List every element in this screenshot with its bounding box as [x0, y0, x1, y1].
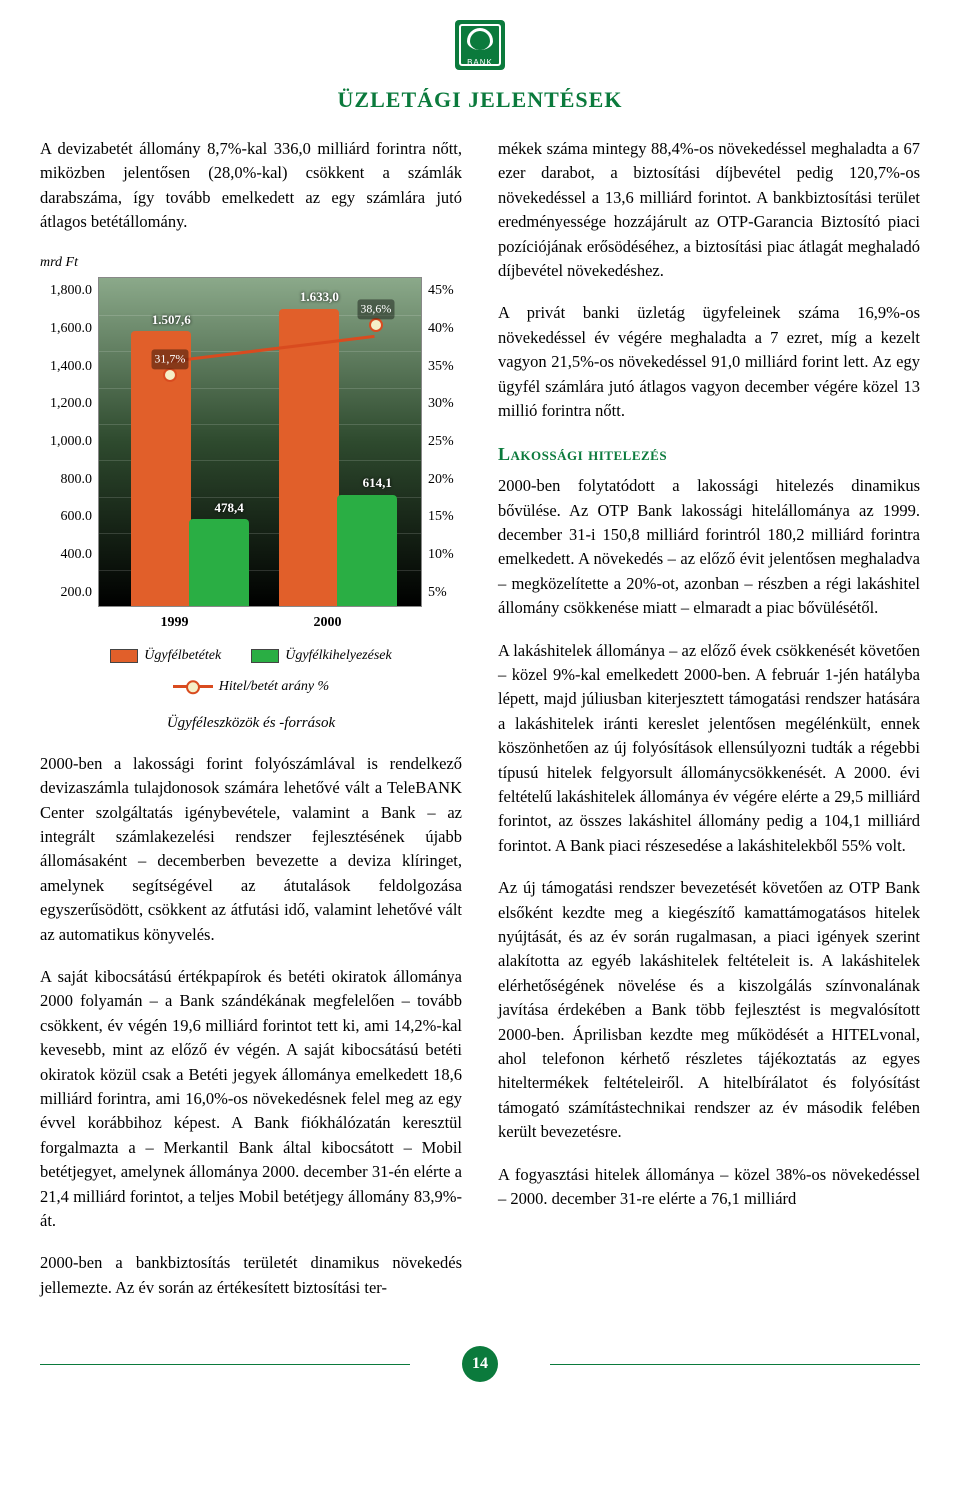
legend-item-loans: Ügyfélkihelyezések	[251, 646, 392, 667]
legend-item-ratio: Hitel/betét arány %	[173, 677, 329, 698]
chart-frame: 1,800.0 1,600.0 1,400.0 1,200.0 1,000.0 …	[40, 277, 462, 607]
swatch-icon	[110, 649, 138, 663]
y-tick: 45%	[428, 281, 462, 302]
right-column: mékek száma mintegy 88,4%-os növekedésse…	[498, 137, 920, 1318]
chart-legend: Ügyfélbetétek Ügyfélkihelyezések Hitel/b…	[40, 646, 462, 697]
chart-y-right-axis: 45% 40% 35% 30% 25% 20% 15% 10% 5%	[422, 277, 462, 607]
line-swatch-icon	[173, 685, 213, 688]
page-number: 14	[462, 1346, 498, 1382]
paragraph: A privát banki üzletág ügyfeleinek száma…	[498, 301, 920, 423]
y-tick: 1,200.0	[40, 394, 92, 415]
chart-bar-deposits-2000	[279, 309, 339, 606]
legend-item-deposits: Ügyfélbetétek	[110, 646, 221, 667]
paragraph: 2000-ben a lakossági forint folyószámláv…	[40, 752, 462, 947]
y-tick: 40%	[428, 319, 462, 340]
chart-bar-loans-1999	[189, 519, 249, 606]
paragraph: A devizabetét állomány 8,7%-kal 336,0 mi…	[40, 137, 462, 235]
chart-ratio-point-2000	[369, 318, 383, 332]
y-tick: 1,800.0	[40, 281, 92, 302]
bar-label: 614,1	[337, 473, 417, 492]
paragraph: A saját kibocsátású értékpapírok és beté…	[40, 965, 462, 1233]
subheading-lakossagi: Lakossági hitelezés	[498, 441, 920, 468]
legend-label: Ügyfélbetétek	[144, 648, 221, 663]
y-tick: 200.0	[40, 583, 92, 604]
page-footer: 14	[40, 1346, 920, 1382]
chart-caption: Ügyféleszközök és -források	[40, 712, 462, 734]
paragraph: A lakáshitelek állománya – az előző évek…	[498, 639, 920, 859]
y-tick: 600.0	[40, 507, 92, 528]
section-title: ÜZLETÁGI JELENTÉSEK	[40, 87, 920, 113]
ratio-label: 38,6%	[357, 299, 394, 319]
chart-ratio-point-1999	[163, 368, 177, 382]
chart-y-left-axis: 1,800.0 1,600.0 1,400.0 1,200.0 1,000.0 …	[40, 277, 98, 607]
y-tick: 800.0	[40, 470, 92, 491]
left-column: A devizabetét állomány 8,7%-kal 336,0 mi…	[40, 137, 462, 1318]
chart-plot-area: 1.507,6 478,4 1.633,0 614,1 31,7%	[98, 277, 422, 607]
brand-logo: BANK	[40, 20, 920, 75]
y-tick: 35%	[428, 357, 462, 378]
chart-ratio-line	[170, 335, 375, 363]
y-tick: 1,400.0	[40, 357, 92, 378]
paragraph: A fogyasztási hitelek állománya – közel …	[498, 1163, 920, 1212]
y-tick: 10%	[428, 545, 462, 566]
paragraph: 2000-ben folytatódott a lakossági hitele…	[498, 474, 920, 620]
y-tick: 5%	[428, 583, 462, 604]
y-tick: 1,000.0	[40, 432, 92, 453]
swatch-icon	[251, 649, 279, 663]
legend-label: Hitel/betét arány %	[219, 679, 329, 694]
legend-label: Ügyfélkihelyezések	[285, 648, 392, 663]
paragraph: mékek száma mintegy 88,4%-os növekedésse…	[498, 137, 920, 283]
x-tick: 1999	[161, 613, 189, 634]
y-tick: 15%	[428, 507, 462, 528]
x-tick: 2000	[314, 613, 342, 634]
logo-text: BANK	[455, 58, 505, 67]
chart-block: mrd Ft 1,800.0 1,600.0 1,400.0 1,200.0 1…	[40, 253, 462, 734]
chart-bar-loans-2000	[337, 495, 397, 607]
paragraph: Az új támogatási rendszer bevezetését kö…	[498, 876, 920, 1144]
two-column-body: A devizabetét állomány 8,7%-kal 336,0 mi…	[40, 137, 920, 1318]
bar-label: 478,4	[189, 498, 269, 517]
chart-y-unit: mrd Ft	[40, 253, 462, 274]
bar-label: 1.633,0	[279, 287, 359, 306]
y-tick: 400.0	[40, 545, 92, 566]
y-tick: 25%	[428, 432, 462, 453]
chart-bar-deposits-1999	[131, 331, 191, 606]
y-tick: 30%	[428, 394, 462, 415]
bar-label: 1.507,6	[131, 310, 211, 329]
paragraph: 2000-ben a bankbiztosítás területét dina…	[40, 1251, 462, 1300]
y-tick: 20%	[428, 470, 462, 491]
y-tick: 1,600.0	[40, 319, 92, 340]
chart-x-axis: 1999 2000	[40, 607, 462, 634]
ratio-label: 31,7%	[151, 350, 188, 370]
